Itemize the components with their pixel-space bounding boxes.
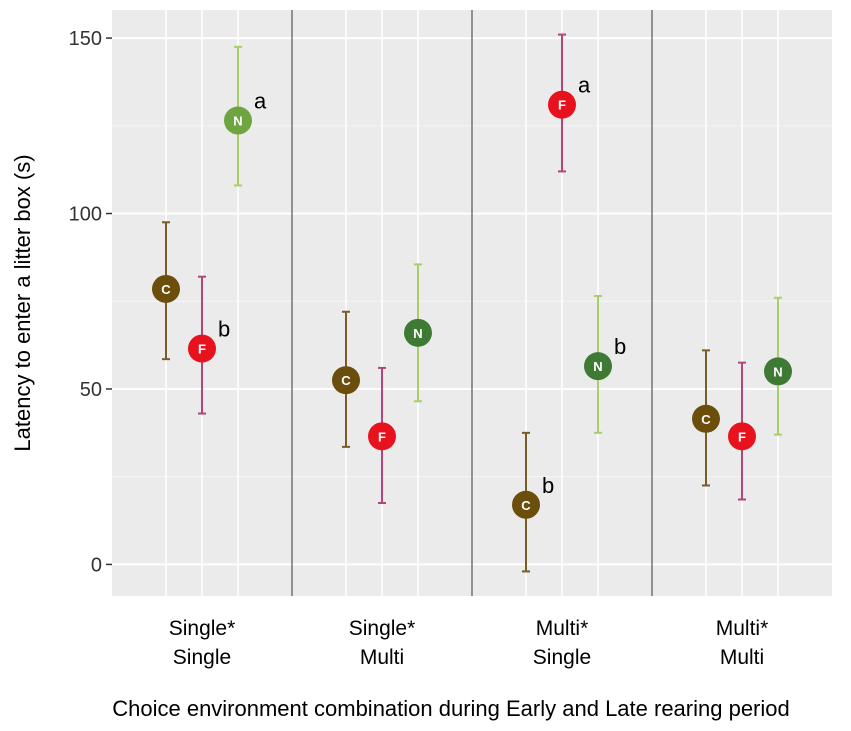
- x-category-label-line1: Multi*: [536, 617, 589, 640]
- x-category-label-line2: Multi: [360, 646, 404, 669]
- x-category-label-line1: Single*: [169, 617, 236, 640]
- point-F: [548, 90, 576, 119]
- point-C: [512, 490, 540, 519]
- x-category-label-line2: Single: [533, 646, 591, 669]
- point-letter-N: N: [773, 364, 782, 379]
- point-N: [764, 357, 792, 386]
- point-letter-F: F: [198, 342, 206, 357]
- point-F: [368, 422, 396, 451]
- point-C: [692, 404, 720, 433]
- point-N: [224, 106, 252, 135]
- point-letter-C: C: [161, 282, 171, 297]
- point-letter-F: F: [378, 429, 386, 444]
- significance-letter: b: [542, 473, 554, 498]
- point-letter-C: C: [701, 412, 711, 427]
- point-letter-N: N: [413, 326, 422, 341]
- y-tick-label: 0: [91, 554, 102, 576]
- point-letter-F: F: [738, 429, 746, 444]
- point-letter-N: N: [233, 114, 242, 129]
- point-N: [584, 352, 612, 381]
- significance-letter: b: [218, 317, 230, 342]
- y-tick-label: 150: [69, 28, 102, 50]
- point-letter-N: N: [593, 359, 602, 374]
- x-category-label-line2: Multi: [720, 646, 764, 669]
- x-category-label-line1: Single*: [349, 617, 416, 640]
- point-F: [728, 422, 756, 451]
- y-tick-label: 50: [80, 379, 102, 401]
- y-tick-label: 100: [69, 204, 102, 226]
- point-N: [404, 318, 432, 347]
- point-letter-F: F: [558, 98, 566, 113]
- point-C: [152, 274, 180, 303]
- point-letter-C: C: [521, 498, 531, 513]
- x-category-label-line1: Multi*: [716, 617, 769, 640]
- significance-letter: b: [614, 334, 626, 359]
- x-category-label-line2: Single: [173, 646, 231, 669]
- significance-letter: a: [254, 89, 267, 114]
- significance-letter: a: [578, 73, 591, 98]
- point-C: [332, 366, 360, 395]
- point-F: [188, 334, 216, 363]
- point-letter-C: C: [341, 373, 351, 388]
- x-axis-title: Choice environment combination during Ea…: [112, 696, 790, 721]
- y-axis-title: Latency to enter a litter box (s): [10, 154, 35, 451]
